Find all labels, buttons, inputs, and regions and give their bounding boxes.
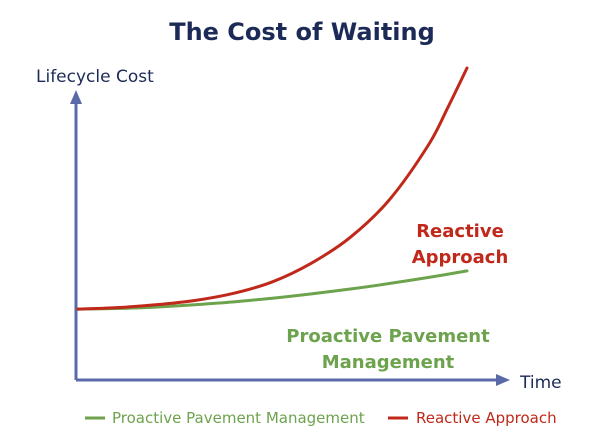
x-axis-label: Time — [519, 373, 562, 393]
series-layer — [76, 66, 469, 311]
legend-label-proactive: Proactive Pavement Management — [112, 409, 365, 427]
annotation-proactive-line1: Proactive Pavement — [286, 326, 490, 347]
annotation-proactive-line2: Management — [322, 352, 455, 373]
series-line-proactive — [76, 269, 469, 311]
y-axis-label: Lifecycle Cost — [36, 67, 154, 87]
axes — [70, 90, 510, 386]
annotations: Reactive Approach Proactive Pavement Man… — [286, 221, 508, 373]
chart-title: The Cost of Waiting — [169, 18, 435, 46]
x-axis-arrow — [496, 374, 510, 386]
annotation-reactive-line2: Approach — [412, 247, 509, 268]
legend-label-reactive: Reactive Approach — [416, 409, 557, 427]
series-line-reactive — [76, 66, 469, 311]
y-axis-arrow — [70, 90, 82, 104]
legend: Proactive Pavement Management Reactive A… — [85, 409, 557, 427]
annotation-reactive-line1: Reactive — [416, 221, 504, 242]
